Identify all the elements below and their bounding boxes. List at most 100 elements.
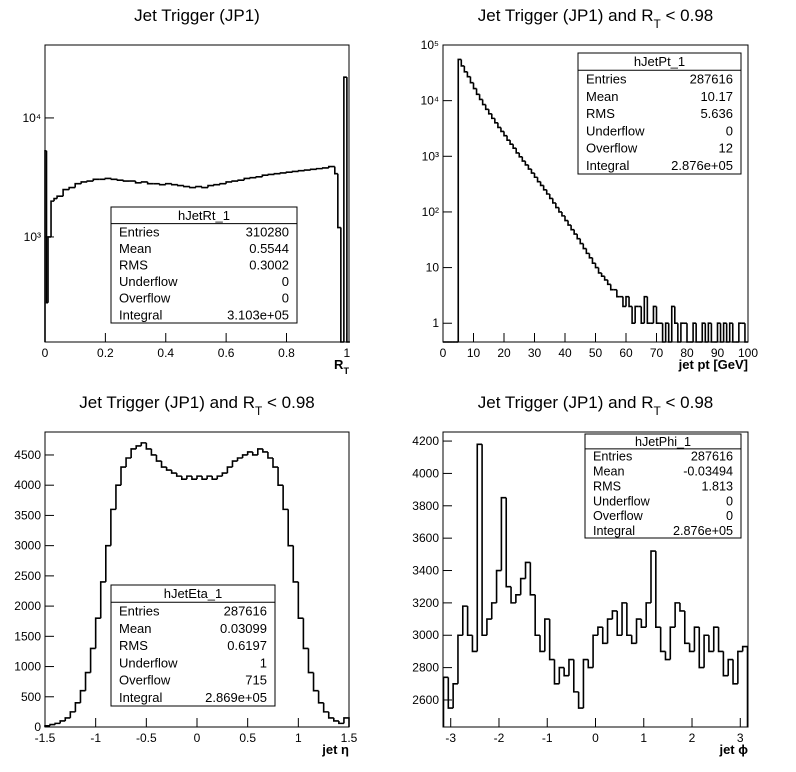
histogram-bin bbox=[201, 476, 208, 480]
histogram-bin bbox=[542, 185, 547, 191]
histogram-bin bbox=[62, 188, 70, 197]
histogram-bin bbox=[646, 296, 651, 325]
stats-box bbox=[577, 52, 742, 175]
histogram-bin bbox=[257, 448, 263, 455]
y-tick-label: 3600 bbox=[412, 531, 439, 545]
stats-label: Mean bbox=[586, 89, 619, 104]
x-tick-label: 1 bbox=[344, 346, 351, 360]
histogram-bin bbox=[591, 257, 596, 264]
histogram-bin bbox=[631, 306, 636, 325]
x-tick-label: 0.2 bbox=[97, 346, 114, 360]
histogram-bin bbox=[110, 178, 118, 181]
histogram-bin bbox=[611, 610, 618, 620]
histogram-bin bbox=[89, 647, 96, 673]
histogram-bin bbox=[469, 76, 474, 84]
y-tick-label: 10 bbox=[426, 261, 440, 275]
histogram-bin bbox=[558, 666, 565, 684]
text-part: Jet Trigger (JP1) and R bbox=[478, 393, 654, 412]
histogram-bin bbox=[476, 443, 483, 652]
histogram-bin bbox=[588, 253, 593, 259]
stats-label: Entries bbox=[119, 224, 160, 239]
histogram-bin bbox=[466, 606, 473, 637]
x-tick-label: 1 bbox=[640, 731, 647, 745]
y-tick-label: 1000 bbox=[14, 660, 41, 674]
histogram-bin bbox=[567, 220, 572, 226]
histogram-bin bbox=[487, 109, 492, 115]
y-tick-label: 10⁴ bbox=[420, 94, 439, 108]
histogram-bin bbox=[585, 248, 590, 255]
histogram-bin bbox=[506, 135, 511, 141]
x-tick-label: 90 bbox=[711, 346, 725, 360]
histogram-bin bbox=[47, 236, 52, 303]
histogram-bin bbox=[600, 272, 605, 278]
histogram-bin bbox=[79, 689, 86, 703]
histogram-bin bbox=[272, 457, 279, 468]
histogram-bin bbox=[628, 296, 633, 308]
histogram-bin bbox=[717, 627, 724, 653]
chart-title: Jet Trigger (JP1) and RT < 0.98 bbox=[478, 393, 713, 418]
histogram-bin bbox=[273, 172, 281, 175]
stats-label: Underflow bbox=[586, 123, 645, 138]
histogram-bin bbox=[510, 586, 516, 604]
histogram-bin bbox=[145, 442, 152, 450]
histogram-bin bbox=[64, 717, 71, 721]
stats-label: RMS bbox=[586, 106, 615, 121]
x-tick-label: 0.4 bbox=[157, 346, 174, 360]
histogram-bin bbox=[460, 59, 465, 67]
histogram-bin bbox=[170, 470, 177, 474]
histogram-bin bbox=[236, 457, 243, 462]
histogram-bin bbox=[545, 189, 550, 195]
histogram-bin bbox=[183, 185, 190, 188]
histogram-bin bbox=[303, 169, 311, 171]
histogram-bin bbox=[45, 150, 49, 304]
histogram-bin bbox=[601, 627, 608, 645]
y-tick-label: 3000 bbox=[14, 539, 41, 553]
x-tick-label: -3 bbox=[445, 731, 456, 745]
histogram-bin bbox=[640, 619, 647, 628]
histogram-bin bbox=[500, 127, 504, 133]
stats-value: 0 bbox=[726, 494, 733, 508]
histogram-bin bbox=[267, 173, 275, 176]
histogram-bin bbox=[650, 550, 656, 603]
histogram-bin bbox=[309, 168, 317, 171]
histogram-bin bbox=[285, 171, 293, 173]
histogram-bin bbox=[177, 184, 184, 187]
histogram-bin bbox=[333, 717, 339, 722]
stats-label: Overflow bbox=[593, 509, 644, 523]
stats-value: 2.869e+05 bbox=[205, 690, 267, 705]
histogram-bin bbox=[576, 234, 581, 240]
histogram-bin bbox=[527, 164, 532, 170]
histogram-bin bbox=[246, 451, 253, 455]
histogram-bin bbox=[582, 658, 589, 709]
stats-value: 287616 bbox=[690, 71, 733, 86]
histogram-bin bbox=[530, 169, 535, 174]
histogram-bin bbox=[216, 475, 223, 480]
histogram-bin bbox=[312, 672, 319, 692]
stats-value: 10.17 bbox=[700, 89, 733, 104]
histogram-bin bbox=[712, 626, 719, 652]
histogram-bin bbox=[703, 634, 709, 668]
histogram-bin bbox=[622, 296, 626, 308]
x-tick-label: 70 bbox=[650, 346, 664, 360]
histogram-bin bbox=[241, 454, 248, 458]
x-axis-label: jet pt [GeV] bbox=[678, 357, 748, 372]
histogram-bin bbox=[251, 451, 258, 456]
histogram-bin bbox=[457, 58, 462, 342]
histogram-bin bbox=[104, 177, 112, 180]
stats-value: -0.03494 bbox=[683, 465, 733, 479]
x-tick-label: 0 bbox=[42, 346, 49, 360]
y-tick-label: 0 bbox=[34, 720, 41, 734]
histogram-bin bbox=[606, 279, 611, 286]
histogram-bin bbox=[130, 448, 137, 458]
histogram-bin bbox=[249, 176, 257, 179]
histogram-bin bbox=[552, 198, 556, 204]
histogram-bin bbox=[201, 186, 209, 189]
histogram-bin bbox=[652, 305, 657, 324]
histogram-bin bbox=[555, 202, 559, 209]
stats-label: Mean bbox=[119, 621, 152, 636]
histogram-bin bbox=[597, 626, 603, 636]
histogram-bin bbox=[539, 635, 545, 653]
y-tick-label: 1500 bbox=[14, 629, 41, 643]
histogram-bin bbox=[110, 508, 116, 546]
histogram-bin bbox=[442, 676, 449, 727]
